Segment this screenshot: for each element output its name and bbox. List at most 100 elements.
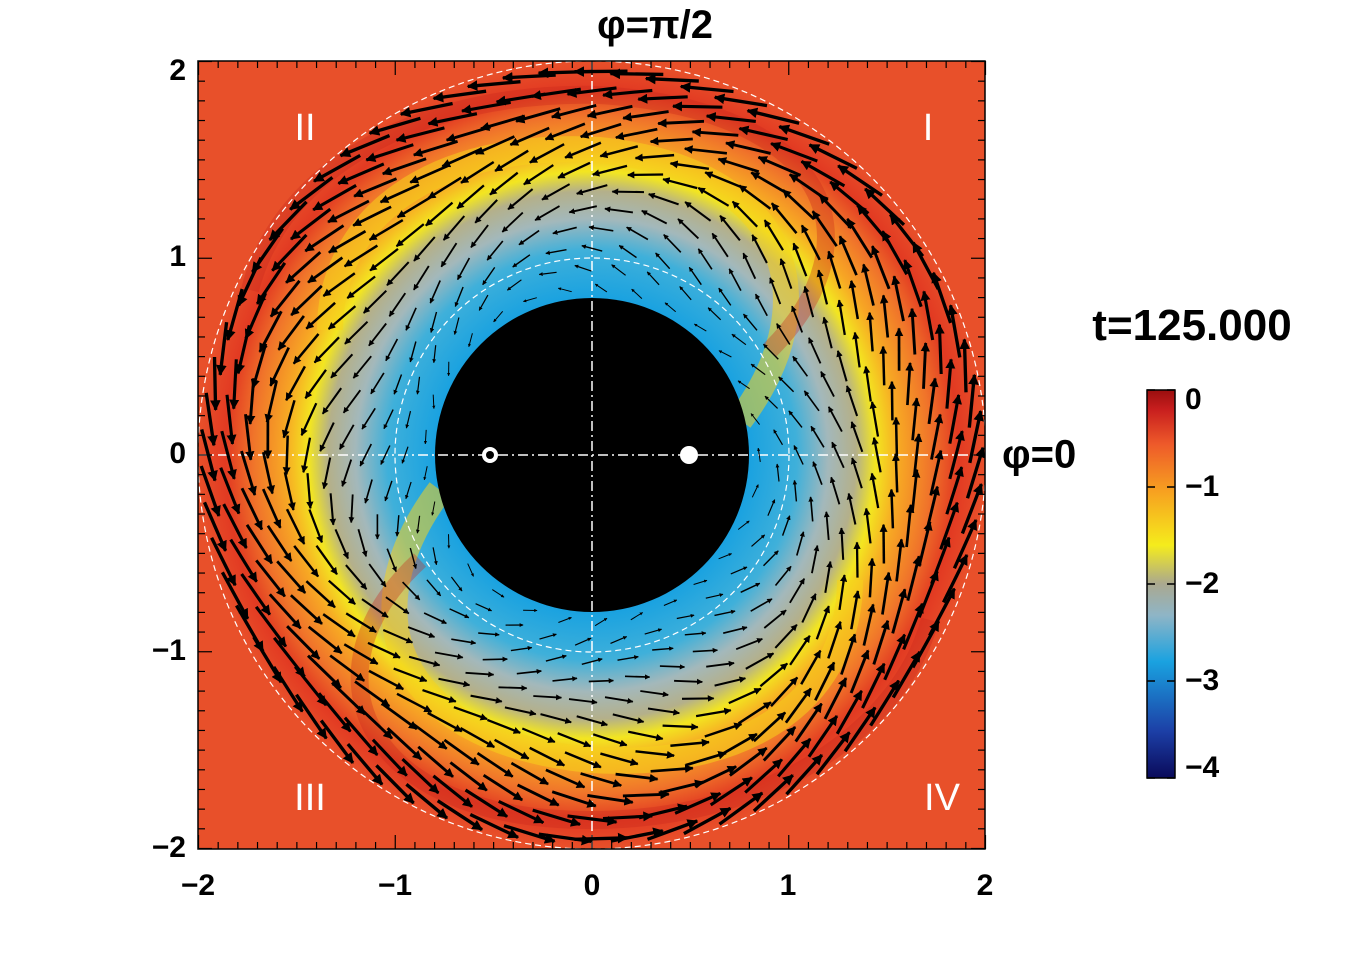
velocity-arrow [417, 745, 454, 778]
velocity-arrow [474, 199, 498, 224]
velocity-arrow [552, 226, 577, 235]
velocity-arrow [791, 305, 804, 333]
velocity-arrow [478, 294, 489, 311]
velocity-arrow [881, 571, 892, 615]
velocity-arrow [551, 790, 597, 808]
angle-label-top: φ=π/2 [597, 3, 713, 47]
velocity-arrow [409, 341, 417, 363]
velocity-arrow [740, 582, 761, 593]
velocity-arrow [784, 687, 812, 724]
velocity-arrow [664, 302, 677, 313]
velocity-arrow [449, 761, 488, 792]
velocity-arrow [789, 578, 806, 604]
velocity-arrow [413, 265, 430, 291]
velocity-arrow [822, 316, 833, 349]
velocity-arrow [895, 538, 905, 582]
y-tick-label: 0 [169, 437, 186, 470]
velocity-arrow [695, 707, 732, 718]
velocity-arrow [566, 86, 617, 98]
velocity-arrow [706, 660, 735, 668]
velocity-arrow [808, 143, 858, 170]
velocity-arrow [763, 609, 787, 629]
velocity-arrow [385, 338, 399, 362]
velocity-arrow [396, 692, 433, 713]
velocity-arrow [240, 450, 257, 496]
velocity-arrow [313, 153, 362, 183]
velocity-arrow [831, 441, 845, 469]
velocity-arrow [341, 459, 353, 487]
velocity-arrow [644, 73, 699, 85]
velocity-arrow [395, 515, 400, 537]
velocity-arrow [271, 233, 308, 272]
velocity-arrow [737, 701, 772, 725]
velocity-arrow [329, 654, 366, 682]
velocity-arrow [386, 261, 410, 287]
x-tick-label: 1 [780, 869, 797, 902]
velocity-arrow [615, 772, 659, 783]
velocity-arrow [343, 244, 379, 268]
velocity-arrow [289, 176, 334, 211]
velocity-arrow [788, 173, 829, 202]
velocity-arrow [385, 596, 410, 615]
velocity-arrow [204, 392, 218, 447]
velocity-arrow [864, 187, 906, 227]
velocity-arrow [887, 488, 896, 529]
velocity-arrow [586, 104, 633, 119]
velocity-arrow [504, 706, 537, 717]
velocity-arrow [891, 452, 900, 493]
velocity-arrow [305, 580, 336, 609]
velocity-arrow [379, 183, 420, 204]
velocity-arrow [948, 430, 965, 480]
velocity-arrow [268, 200, 308, 242]
velocity-arrow [778, 124, 830, 146]
velocity-arrow [322, 272, 356, 298]
velocity-arrow [718, 287, 732, 306]
velocity-arrow [388, 292, 407, 317]
velocity-arrow [396, 196, 432, 219]
velocity-arrow [306, 473, 314, 510]
velocity-arrow [465, 671, 495, 678]
velocity-arrow [216, 321, 229, 376]
velocity-arrow [814, 661, 836, 701]
velocity-arrow [960, 483, 983, 535]
velocity-arrow [367, 641, 401, 659]
y-tick-label: −1 [152, 634, 186, 667]
velocity-arrow [647, 707, 680, 716]
velocity-arrow [838, 574, 848, 611]
velocity-arrow [432, 547, 438, 566]
colorbar-tick-label: −4 [1185, 751, 1220, 784]
velocity-arrow [423, 466, 428, 481]
velocity-arrow [728, 687, 762, 705]
velocity-arrow [713, 93, 768, 108]
velocity-arrow [285, 508, 306, 545]
velocity-arrow [368, 116, 421, 136]
velocity-arrow [794, 702, 823, 743]
velocity-arrow [684, 631, 707, 636]
velocity-arrow [627, 171, 664, 179]
velocity-arrow [610, 827, 664, 843]
velocity-arrow [300, 402, 318, 436]
velocity-arrow [735, 638, 763, 651]
velocity-arrow [852, 331, 861, 368]
velocity-arrow [443, 738, 480, 766]
velocity-arrow [450, 576, 463, 592]
velocity-arrow [903, 259, 923, 308]
velocity-arrow [952, 519, 978, 569]
velocity-arrow [652, 646, 674, 651]
velocity-arrow [827, 620, 843, 659]
velocity-arrow [432, 89, 487, 103]
velocity-arrow [409, 547, 418, 569]
velocity-arrow [737, 380, 750, 390]
velocity-arrow [493, 310, 504, 323]
y-tick-label: −2 [152, 831, 186, 864]
velocity-arrow [368, 669, 405, 691]
velocity-arrow [655, 252, 671, 270]
velocity-arrow [815, 731, 851, 776]
velocity-arrow [264, 380, 278, 424]
velocity-arrow [510, 761, 549, 786]
velocity-arrow [592, 164, 628, 177]
velocity-arrow [544, 122, 586, 141]
velocity-arrow [405, 307, 417, 331]
velocity-arrow [742, 313, 758, 331]
velocity-arrow [793, 445, 804, 465]
